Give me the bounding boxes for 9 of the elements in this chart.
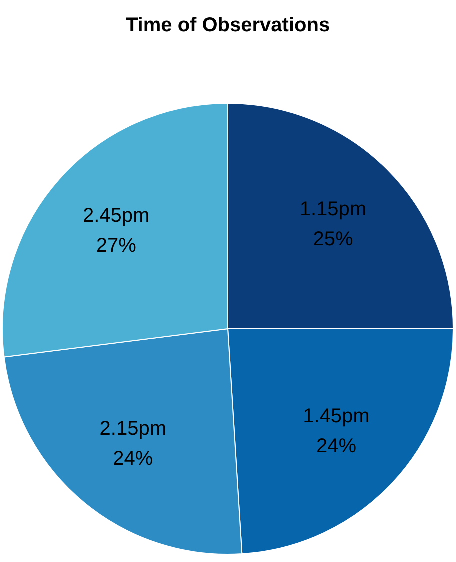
data-label: 27% (96, 235, 137, 258)
data-label: 24% (316, 435, 357, 458)
slice-label: 2.15pm (100, 418, 166, 440)
slice-label: 2.45pm (83, 205, 150, 228)
data-label: 24% (113, 448, 154, 470)
slice-label: 1.45pm (303, 405, 370, 428)
chart-title: Time of Observations (126, 14, 330, 37)
data-label: 25% (313, 228, 354, 250)
slice-label: 1.15pm (300, 198, 367, 220)
